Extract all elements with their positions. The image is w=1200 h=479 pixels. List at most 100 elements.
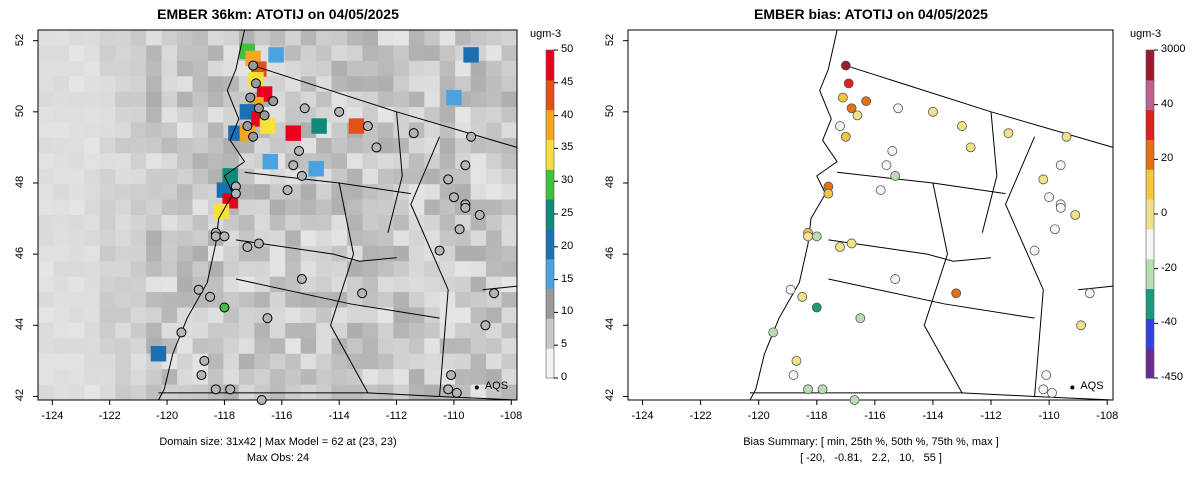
grid-cell — [99, 60, 116, 77]
grid-cell — [254, 292, 271, 308]
grid-cell — [470, 230, 487, 247]
left-x-tick-label: -114 — [328, 410, 350, 422]
aqs-station-marker — [838, 92, 848, 103]
grid-cell — [68, 307, 85, 324]
aqs-station-marker — [890, 274, 901, 284]
grid-cell — [130, 30, 147, 46]
right-aqs-legend-label: AQS — [1080, 379, 1104, 392]
aqs-station-marker — [253, 103, 264, 114]
aqs-station-marker — [245, 92, 256, 103]
grid-cell — [269, 168, 286, 185]
grid-cell — [146, 276, 163, 293]
grid-cell — [99, 276, 116, 293]
grid-cell — [408, 30, 425, 46]
grid-cell — [300, 245, 317, 262]
grid-cell — [347, 353, 363, 370]
aqs-station-marker — [843, 78, 854, 89]
left-y-tick-label: 50 — [14, 104, 26, 117]
grid-cell — [207, 137, 224, 154]
grid-cell — [362, 230, 379, 247]
aqs-station-marker — [489, 288, 500, 299]
grid-cell — [146, 292, 163, 308]
grid-cell — [486, 338, 503, 355]
grid-cell — [146, 30, 163, 46]
grid-cell — [84, 60, 101, 77]
grid-cell — [362, 107, 379, 123]
grid-cell — [68, 122, 85, 139]
grid-cell — [501, 307, 518, 324]
grid-cell — [177, 230, 194, 247]
grid-cell — [146, 307, 163, 324]
grid-cell — [115, 168, 132, 185]
aqs-station-marker — [443, 174, 454, 185]
left-y-tick-label: 44 — [14, 318, 26, 331]
grid-cell — [408, 353, 425, 370]
grid-cell — [146, 322, 163, 339]
grid-cell — [439, 107, 456, 123]
colorbar-swatch — [546, 258, 554, 290]
grid-cell — [501, 91, 518, 108]
grid-cell — [300, 230, 317, 247]
grid-cell — [68, 184, 85, 201]
grid-cell — [331, 91, 348, 108]
grid-cell — [424, 45, 441, 62]
grid-cell — [393, 60, 410, 77]
grid-cell — [146, 384, 163, 401]
state-border — [235, 239, 397, 262]
grid-cell — [331, 369, 348, 386]
grid-cell — [408, 45, 425, 62]
grid-cell — [408, 307, 425, 324]
grid-cell — [207, 322, 224, 339]
grid-cell — [377, 122, 394, 139]
grid-cell — [146, 369, 163, 386]
grid-cell — [470, 153, 487, 170]
grid-cell — [38, 45, 54, 62]
aqs-station-marker — [817, 384, 828, 395]
left-colorbar-tick-label: 50 — [561, 43, 574, 55]
grid-cell — [470, 184, 487, 201]
right-colorbar — [1145, 49, 1158, 379]
grid-cell — [38, 292, 54, 308]
grid-cell — [177, 338, 194, 355]
right-colorbar-tick-label: 3000 — [1161, 43, 1186, 55]
grid-cell — [455, 322, 472, 339]
grid-cell — [254, 261, 271, 278]
grid-cell — [455, 107, 472, 123]
grid-cell — [393, 384, 410, 401]
aqs-station-marker — [803, 384, 813, 395]
hotspot-cell — [259, 118, 276, 134]
grid-cell — [207, 307, 224, 324]
grid-cell — [115, 353, 132, 370]
grid-cell — [424, 276, 441, 293]
right-x-tick-label: -120 — [747, 410, 770, 422]
aqs-station-marker — [965, 142, 976, 153]
grid-cell — [207, 122, 224, 139]
grid-cell — [347, 276, 363, 293]
grid-cell — [455, 137, 472, 154]
grid-cell — [285, 369, 302, 386]
grid-cell — [99, 107, 116, 123]
grid-cell — [115, 292, 132, 308]
aqs-station-marker — [890, 170, 901, 181]
grid-cell — [177, 184, 194, 201]
grid-cell — [439, 30, 456, 46]
grid-cell — [393, 122, 410, 139]
grid-cell — [99, 137, 116, 154]
aqs-station-marker — [294, 145, 305, 156]
aqs-station-marker — [242, 242, 253, 253]
grid-cell — [130, 199, 147, 216]
grid-cell — [439, 122, 456, 139]
grid-cell — [424, 353, 441, 370]
aqs-station-marker — [768, 327, 779, 338]
grid-cell — [347, 137, 363, 154]
grid-cell — [115, 60, 132, 77]
grid-cell — [53, 307, 70, 324]
grid-cell — [362, 91, 379, 108]
grid-cell — [68, 353, 85, 370]
grid-cell — [285, 199, 302, 216]
hotspot-cell — [268, 47, 284, 63]
grid-cell — [53, 292, 70, 308]
grid-cell — [347, 338, 363, 355]
grid-cell — [347, 30, 363, 46]
grid-cell — [501, 168, 518, 185]
